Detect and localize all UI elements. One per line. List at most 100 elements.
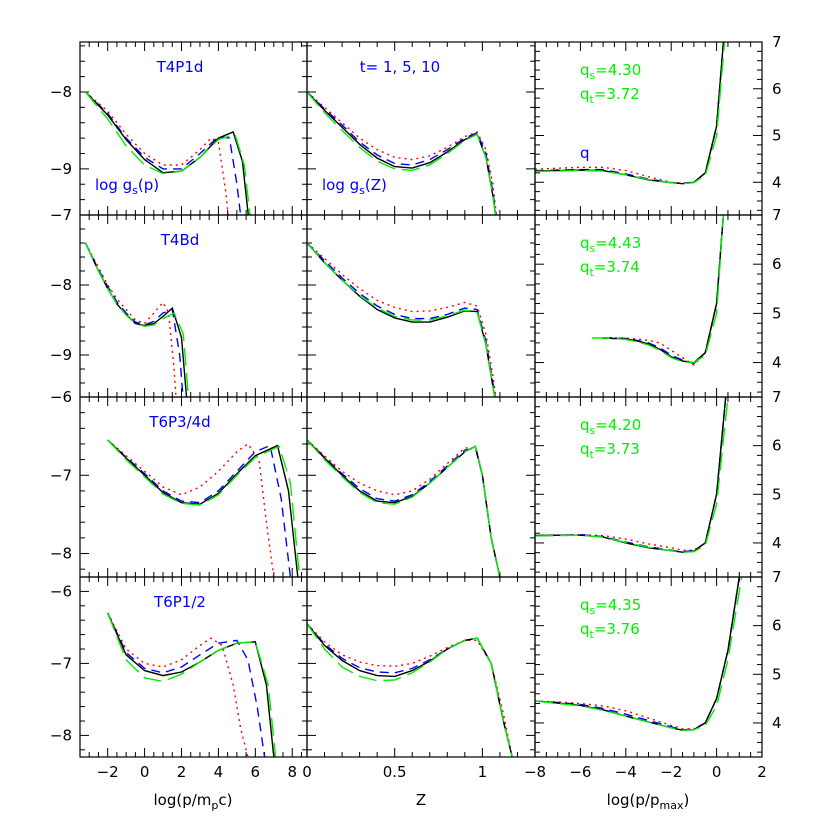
series-line-t-5 [307,242,496,397]
series-line-t-10 [107,612,275,757]
qs-prefix: q [580,596,590,614]
x-tick-label: −2 [97,763,119,781]
qs-label-row1: qs=4.30 [580,61,641,82]
series-line-steady [107,439,301,577]
series-line-steady [84,242,190,397]
x-axis-label-col3: log(p/pmax) [607,791,690,812]
q-tick-label: 5 [772,127,782,145]
series-line-t-10 [307,623,513,757]
qt-sub: t [590,93,595,106]
series-line-t-10 [84,242,188,397]
panels-group [79,41,763,758]
series-line-t-1 [535,42,725,184]
log-gs-p-label-tail: (p) [138,176,159,194]
y-tick-label: −6 [50,388,72,406]
qt-label-row2: qt=3.74 [580,258,640,279]
x-tick-label: 1 [478,763,488,781]
series-line-steady [535,577,743,731]
log-gs-z-label: log gs(Z) [322,176,387,197]
q-tick-label: 4 [772,714,782,732]
series-group [535,577,743,731]
series-line-t-5 [307,439,501,577]
qs-prefix: q [580,416,590,434]
y-tick-label: −8 [50,726,72,744]
series-group [84,242,190,397]
series-group [84,91,251,215]
series-line-steady [307,242,496,397]
log-gs-p-label: log gs(p) [95,176,159,197]
qs-value: =4.20 [595,416,641,434]
x-axis-label-col3-tail: ) [683,791,689,809]
x-tick-label: −2 [660,763,682,781]
qs-label-row4: qs=4.35 [580,596,641,617]
q-label: q [580,144,590,162]
qt-value: =3.72 [594,85,640,103]
series-group [107,612,277,757]
panel-frame [534,41,763,216]
qt-prefix: q [580,85,590,103]
q-tick-label: 6 [772,80,782,98]
series-line-t-1 [85,91,229,215]
labels-group: −8 −9 4 5 6 7 −7 −8 −9 4 5 6 7 −6 −7 −8 4 5 6 7 −6 −7 −8 −2 0 2 4 6… [50,33,782,812]
series-line-t-5 [107,612,266,757]
x-axis-label-col2: Z [416,791,426,809]
qt-sub: t [590,628,595,641]
q-tick-label: 7 [772,33,782,51]
panel-r4-c2 [306,576,536,758]
qs-sub: s [590,424,596,437]
q-tick-label: 6 [772,617,782,635]
series-line-t-1 [107,439,275,577]
qt-sub: t [590,448,595,461]
qt-label-row1: qt=3.72 [580,85,640,106]
panel-title-row3: T6P3/4d [148,413,210,431]
q-tick-label: 6 [772,437,782,455]
qs-prefix: q [580,61,590,79]
qs-label-row2: qs=4.43 [580,234,641,255]
qs-prefix: q [580,234,590,252]
panel-r4-c3 [534,576,763,758]
y-tick-label: −9 [50,160,72,178]
series-line-t-1 [84,242,177,397]
series-line-t-10 [307,91,497,215]
qs-label-row3: qs=4.20 [580,416,641,437]
q-tick-label: 5 [772,304,782,322]
series-line-t-10 [84,91,249,215]
series-group [307,623,513,757]
x-axis-label-col1-tail: c) [218,791,232,809]
series-line-t-1 [307,91,498,215]
q-tick-label: 5 [772,665,782,683]
series-line-t-1 [107,612,249,757]
x-tick-label: 0 [302,763,312,781]
x-tick-label: 2 [177,763,187,781]
x-tick-label: −4 [615,763,637,781]
series-line-steady [307,91,497,215]
panel-r3-c2 [306,396,536,578]
series-line-steady [535,397,729,553]
qt-sub: t [590,266,595,279]
series-group [107,439,301,577]
q-tick-label: 4 [772,354,782,372]
qt-label-row3: qt=3.73 [580,440,640,461]
x-tick-label: 2 [757,763,767,781]
panel-frame [306,396,536,578]
qs-value: =4.43 [595,234,641,252]
qt-label-row4: qt=3.76 [580,620,640,641]
x-axis-label-col1-sub: p [211,799,218,812]
series-line-steady [535,42,726,185]
x-axis-label-col3-sub: max [660,799,684,812]
series-line-t-5 [307,623,513,757]
x-tick-label: 6 [251,763,261,781]
x-tick-label: 0 [140,763,150,781]
series-group [535,42,726,185]
qt-value: =3.73 [594,440,640,458]
panel-frame [534,214,763,398]
series-line-t-1 [307,439,501,577]
qs-sub: s [590,242,596,255]
x-tick-label: 0 [712,763,722,781]
q-tick-label: 6 [772,255,782,273]
panel-frame [534,396,763,578]
series-line-t-10 [107,439,299,577]
q-tick-label: 5 [772,485,782,503]
q-tick-label: 4 [772,173,782,191]
panel-r1-c3 [534,41,763,216]
